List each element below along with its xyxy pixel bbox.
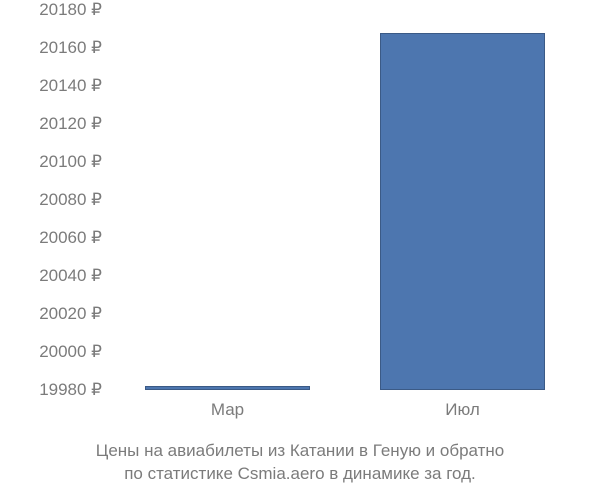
bar bbox=[380, 33, 545, 390]
caption-line: по статистике Csmia.aero в динамике за г… bbox=[0, 463, 600, 486]
price-bar-chart: 19980 ₽ 20000 ₽ 20020 ₽ 20040 ₽ 20060 ₽ 20080… bbox=[0, 0, 600, 500]
y-tick-label: 20080 ₽ bbox=[39, 190, 102, 210]
y-tick-label: 20000 ₽ bbox=[39, 342, 102, 362]
y-tick-label: 20020 ₽ bbox=[39, 304, 102, 324]
y-tick-label: 20060 ₽ bbox=[39, 228, 102, 248]
y-tick-label: 20120 ₽ bbox=[39, 114, 102, 134]
plot-area bbox=[110, 10, 580, 390]
x-tick-label: Мар bbox=[211, 400, 244, 420]
y-tick-label: 20100 ₽ bbox=[39, 152, 102, 172]
x-tick-label: Июл bbox=[445, 400, 480, 420]
caption-line: Цены на авиабилеты из Катании в Геную и … bbox=[0, 440, 600, 463]
y-tick-label: 20160 ₽ bbox=[39, 38, 102, 58]
bar bbox=[145, 386, 310, 390]
y-tick-label: 19980 ₽ bbox=[39, 380, 102, 400]
chart-caption: Цены на авиабилеты из Катании в Геную и … bbox=[0, 440, 600, 486]
y-tick-label: 20040 ₽ bbox=[39, 266, 102, 286]
y-tick-label: 20140 ₽ bbox=[39, 76, 102, 96]
y-tick-label: 20180 ₽ bbox=[39, 0, 102, 20]
